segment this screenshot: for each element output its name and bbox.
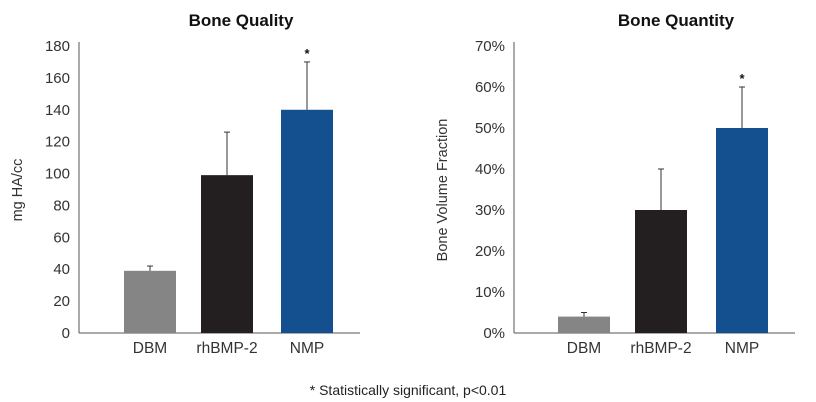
y-tick-label: 180 [45,38,70,55]
y-tick-label: 100 [45,166,70,183]
chart-title: Bone Quantity [618,11,735,30]
y-tick-label: 0% [483,325,505,342]
y-axis-label: mg HA/cc [10,159,26,222]
y-tick-label: 10% [475,284,505,301]
y-tick-label: 70% [475,38,505,55]
bar-rhbmp-2 [201,175,253,333]
bone-quantity-chart: Bone Quantity Bone Volume Fraction 0% 10% 20… [435,11,795,357]
y-tick-label: 0 [62,325,70,342]
footnote: * Statistically significant, p<0.01 [309,382,507,398]
y-tick-label: 40% [475,161,505,178]
significance-marker: * [304,46,310,61]
y-tick-label: 60 [53,229,70,246]
significance-marker: * [739,71,745,86]
bar-nmp [716,128,768,333]
chart-title: Bone Quality [189,11,294,30]
y-tick-label: 20 [53,293,70,310]
y-tick-label: 60% [475,79,505,96]
x-category-label: NMP [290,340,324,357]
y-tick-label: 120 [45,134,70,151]
y-tick-label: 40 [53,261,70,278]
y-tick-label: 30% [475,202,505,219]
y-tick-label: 140 [45,102,70,119]
bar-rhbmp-2 [635,210,687,333]
bar-dbm [124,270,176,333]
y-tick-label: 20% [475,243,505,260]
y-tick-label: 160 [45,70,70,87]
x-category-label: rhBMP-2 [196,340,257,357]
y-tick-label: 50% [475,120,505,137]
x-category-label: NMP [725,340,759,357]
x-category-label: DBM [567,340,601,357]
y-axis-label: Bone Volume Fraction [435,119,451,262]
x-category-label: DBM [133,340,167,357]
bar-nmp [281,109,333,334]
x-category-label: rhBMP-2 [630,340,691,357]
bar-dbm [558,316,610,333]
y-tick-label: 80 [53,197,70,214]
bone-quality-chart: Bone Quality mg HA/cc 0 20 40 60 80 100 120 140 16… [10,11,360,357]
